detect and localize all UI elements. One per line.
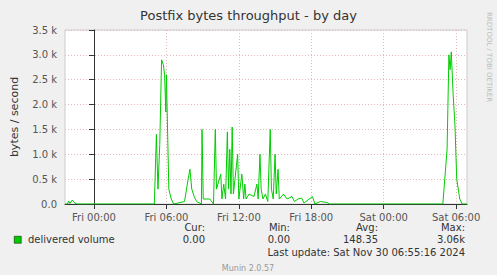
svg-text:Fri 12:00: Fri 12:00 — [217, 212, 261, 223]
svg-text:0.0: 0.0 — [41, 199, 57, 210]
svg-text:0.5 k: 0.5 k — [32, 174, 57, 185]
svg-text:3.5 k: 3.5 k — [32, 25, 57, 36]
svg-text:Sat 06:00: Sat 06:00 — [432, 212, 480, 223]
svg-text:Fri 00:00: Fri 00:00 — [72, 212, 116, 223]
svg-text:delivered volume: delivered volume — [28, 234, 115, 245]
svg-text:Fri 06:00: Fri 06:00 — [144, 212, 188, 223]
svg-text:3.0 k: 3.0 k — [32, 49, 57, 60]
svg-text:148.35: 148.35 — [343, 234, 378, 245]
svg-text:RRDTOOL / TOBI OETIKER: RRDTOOL / TOBI OETIKER — [485, 12, 493, 102]
svg-text:Avg:: Avg: — [356, 222, 378, 233]
svg-text:Fri 18:00: Fri 18:00 — [289, 212, 333, 223]
svg-text:Munin 2.0.57: Munin 2.0.57 — [222, 264, 274, 273]
svg-text:Postfix bytes throughput - by: Postfix bytes throughput - by day — [140, 8, 357, 23]
svg-text:1.0 k: 1.0 k — [32, 149, 57, 160]
svg-text:Sat 00:00: Sat 00:00 — [359, 212, 407, 223]
svg-text:Cur:: Cur: — [184, 222, 205, 233]
svg-text:Last update: Sat Nov 30 06:55:: Last update: Sat Nov 30 06:55:16 2024 — [267, 247, 465, 258]
svg-text:2.0 k: 2.0 k — [32, 99, 57, 110]
svg-text:2.5 k: 2.5 k — [32, 74, 57, 85]
svg-text:Min:: Min: — [269, 222, 290, 233]
svg-text:0.00: 0.00 — [183, 234, 205, 245]
svg-text:bytes / second: bytes / second — [8, 77, 21, 157]
svg-text:1.5 k: 1.5 k — [32, 124, 57, 135]
svg-text:3.06k: 3.06k — [437, 234, 465, 245]
svg-text:Max:: Max: — [441, 222, 465, 233]
svg-text:0.00: 0.00 — [268, 234, 290, 245]
